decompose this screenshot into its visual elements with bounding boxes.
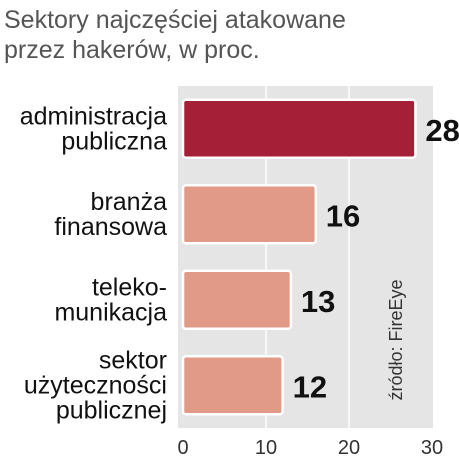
bar (181, 269, 293, 330)
y-tick-label: teleko-munikacja (54, 273, 167, 326)
chart-title: Sektory najczęściej atakowane przez haker… (4, 6, 346, 64)
value-label: 28 (425, 113, 459, 148)
y-tick-label: administracja publiczna (20, 102, 167, 155)
value-label: 16 (326, 198, 360, 233)
x-tick-label: 20 (338, 437, 360, 459)
value-label: 13 (301, 284, 335, 319)
y-tick-label: sektor użyteczności publicznej (24, 346, 167, 424)
x-tick-label: 30 (421, 437, 443, 459)
bar (181, 355, 284, 416)
bar (181, 98, 417, 159)
x-tick-label: 0 (177, 437, 188, 459)
source-note: źródło: FireEye (386, 279, 406, 400)
bar (181, 184, 318, 245)
value-label: 12 (293, 369, 327, 404)
y-tick-label: branża finansowa (54, 188, 167, 241)
x-tick-label: 10 (255, 437, 277, 459)
